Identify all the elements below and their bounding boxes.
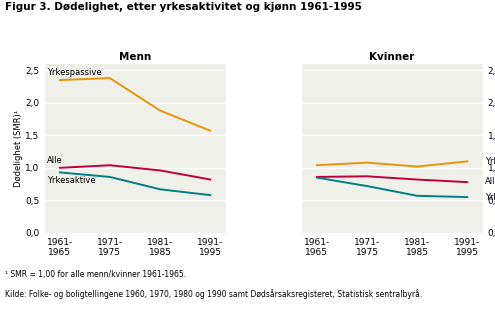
Text: Alle: Alle	[485, 177, 495, 186]
Text: Kilde: Folke- og boligtellingene 1960, 1970, 1980 og 1990 samt Dødsårsaksregiste: Kilde: Folke- og boligtellingene 1960, 1…	[5, 289, 422, 299]
Title: Kvinner: Kvinner	[369, 52, 415, 62]
Text: ¹ SMR = 1,00 for alle menn/kvinner 1961-1965.: ¹ SMR = 1,00 for alle menn/kvinner 1961-…	[5, 270, 186, 278]
Text: Yrkespassive: Yrkespassive	[47, 69, 101, 78]
Y-axis label: Dødelighet (SMR)¹: Dødelighet (SMR)¹	[14, 110, 23, 187]
Text: Alle: Alle	[47, 156, 63, 165]
Title: Menn: Menn	[119, 52, 151, 62]
Text: Yrkesaktive: Yrkesaktive	[47, 176, 96, 185]
Text: Yrkespassive: Yrkespassive	[485, 157, 495, 166]
Text: Figur 3. Dødelighet, etter yrkesaktivitet og kjønn 1961-1995: Figur 3. Dødelighet, etter yrkesaktivite…	[5, 2, 362, 11]
Text: Yrkesaktive: Yrkesaktive	[485, 193, 495, 202]
